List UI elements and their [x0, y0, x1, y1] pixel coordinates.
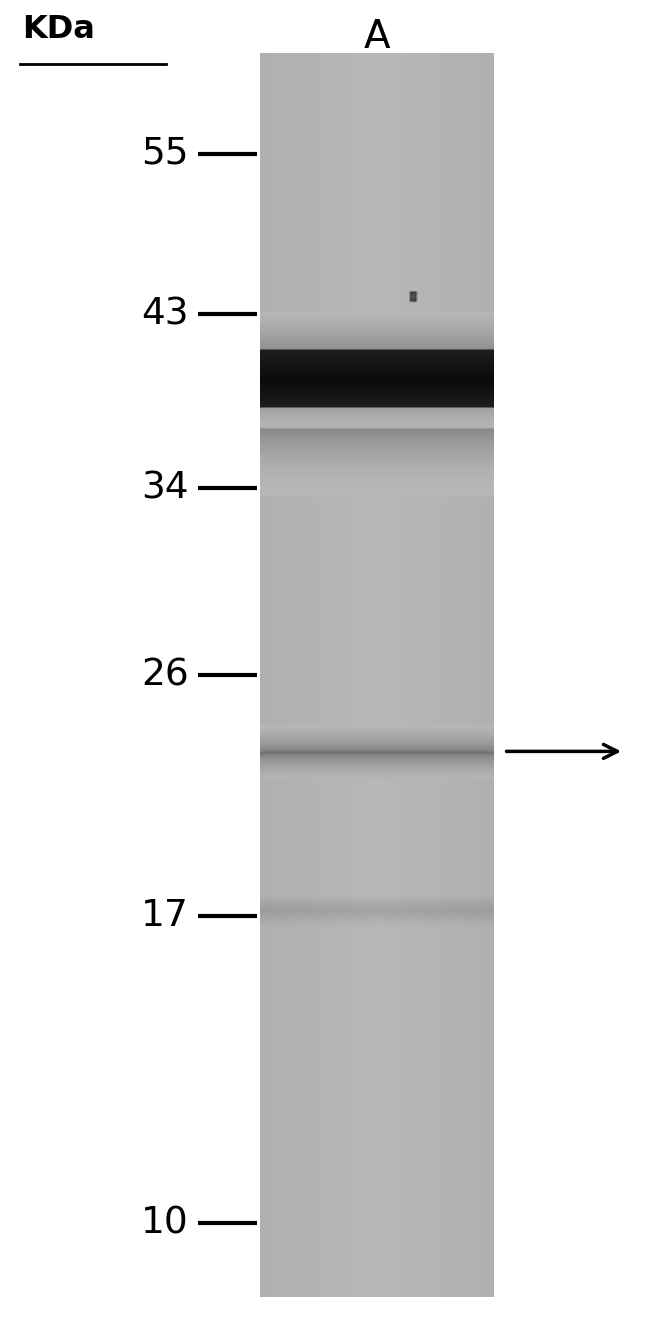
Text: 34: 34: [141, 471, 188, 505]
Text: 43: 43: [141, 297, 188, 332]
Text: 10: 10: [141, 1206, 188, 1241]
Text: 55: 55: [141, 136, 188, 171]
Text: A: A: [364, 19, 390, 56]
Text: 17: 17: [140, 898, 188, 933]
Text: KDa: KDa: [22, 13, 95, 45]
Text: 26: 26: [141, 658, 188, 693]
